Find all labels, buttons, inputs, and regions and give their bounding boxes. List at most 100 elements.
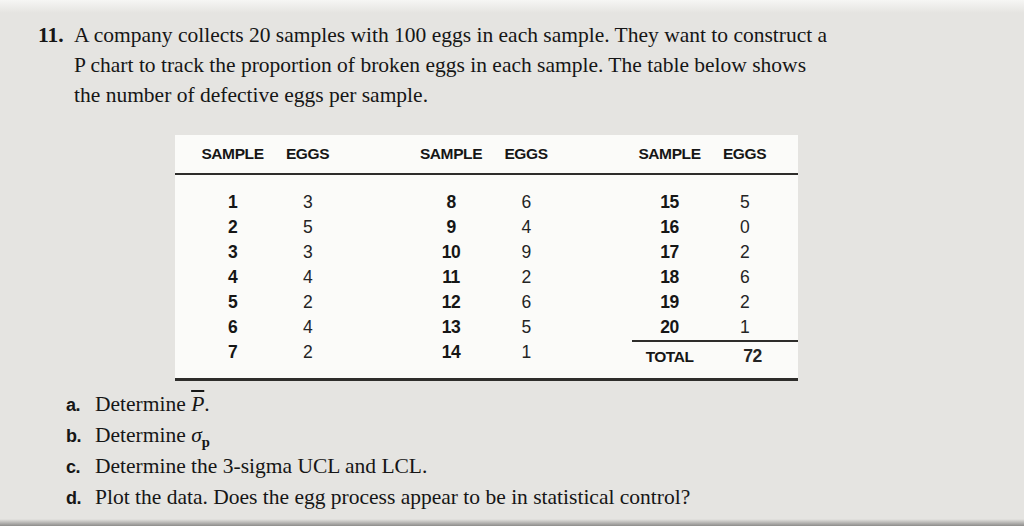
table-body: 1325334452647286941091121261351411551601… [175, 175, 798, 378]
table-row: 112 [414, 265, 564, 290]
question-item: d.Plot the data. Does the egg process ap… [66, 482, 690, 513]
problem-text: A company collects 20 samples with 100 e… [74, 20, 827, 110]
problem-text-line: A company collects 20 samples with 100 e… [74, 20, 827, 50]
sample-number-cell: 1 [195, 192, 270, 213]
table-column-group: 8694109112126135141 [414, 190, 564, 365]
header-group: SAMPLEEGGS [414, 145, 564, 163]
table-total-row: TOTAL72 [632, 340, 798, 371]
sample-number-cell: 2 [195, 217, 270, 238]
question-letter: b. [66, 421, 95, 451]
table-row: 13 [195, 190, 345, 215]
textbook-page: 11. A company collects 20 samples with 1… [0, 0, 1024, 526]
sample-number-cell: 5 [195, 292, 270, 313]
sample-number-cell: 6 [195, 317, 270, 338]
total-label-cell: TOTAL [632, 348, 707, 366]
table-row: 33 [195, 240, 345, 265]
defective-eggs-table: SAMPLEEGGSSAMPLEEGGSSAMPLEEGGS 132533445… [175, 135, 798, 381]
eggs-value-cell: 1 [707, 317, 782, 338]
sample-number-cell: 8 [414, 192, 489, 213]
eggs-value-cell: 6 [489, 192, 564, 213]
eggs-value-cell: 6 [489, 292, 564, 313]
eggs-value-cell: 3 [270, 242, 345, 263]
question-text: Determine the 3-sigma UCL and LCL. [95, 451, 427, 481]
sample-number-cell: 7 [195, 342, 270, 363]
p-bar-symbol: P [191, 392, 204, 416]
sample-number-cell: 16 [632, 217, 707, 238]
header-group: SAMPLEEGGS [195, 145, 345, 163]
col-header-sample: SAMPLE [414, 145, 489, 163]
sigma-symbol: σ [191, 423, 202, 447]
eggs-value-cell: 2 [270, 292, 345, 313]
table-row: 52 [195, 290, 345, 315]
sample-number-cell: 10 [414, 242, 489, 263]
table-row: 72 [195, 340, 345, 365]
page-top-edge [0, 0, 1024, 13]
sample-number-cell: 12 [414, 292, 489, 313]
table-row: 192 [632, 290, 782, 315]
col-header-eggs: EGGS [707, 145, 782, 163]
table-column-group: 155160172186192201TOTAL72 [632, 190, 782, 371]
eggs-value-cell: 0 [707, 217, 782, 238]
question-letter: d. [66, 483, 95, 513]
eggs-value-cell: 4 [270, 267, 345, 288]
eggs-value-cell: 4 [270, 317, 345, 338]
sample-number-cell: 19 [632, 292, 707, 313]
sample-number-cell: 18 [632, 267, 707, 288]
eggs-value-cell: 5 [707, 192, 782, 213]
eggs-value-cell: 2 [707, 242, 782, 263]
problem-text-line: the number of defective eggs per sample. [74, 80, 827, 110]
question-text: Determine P. [95, 389, 210, 419]
question-text: Plot the data. Does the egg process appe… [95, 482, 690, 512]
table-header-row: SAMPLEEGGSSAMPLEEGGSSAMPLEEGGS [175, 135, 798, 175]
table-row: 64 [195, 315, 345, 340]
eggs-value-cell: 6 [707, 267, 782, 288]
subscript: p [202, 434, 210, 450]
question-item: c.Determine the 3-sigma UCL and LCL. [66, 451, 690, 482]
table-row: 201 [632, 315, 782, 340]
eggs-value-cell: 2 [270, 342, 345, 363]
table-row: 172 [632, 240, 782, 265]
sample-number-cell: 20 [632, 317, 707, 338]
sample-number-cell: 15 [632, 192, 707, 213]
col-header-sample: SAMPLE [195, 145, 270, 163]
table-row: 94 [414, 215, 564, 240]
total-value-cell: 72 [707, 346, 798, 367]
question-list: a.Determine P.b.Determine σpc.Determine … [66, 389, 690, 513]
table-row: 86 [414, 190, 564, 215]
eggs-value-cell: 1 [489, 342, 564, 363]
sample-number-cell: 4 [195, 267, 270, 288]
eggs-value-cell: 2 [489, 267, 564, 288]
table-row: 135 [414, 315, 564, 340]
header-group: SAMPLEEGGS [632, 145, 782, 163]
problem-number: 11. [38, 20, 74, 110]
table-row: 160 [632, 215, 782, 240]
sample-number-cell: 14 [414, 342, 489, 363]
question-letter: a. [66, 390, 95, 420]
table-row: 25 [195, 215, 345, 240]
table-row: 141 [414, 340, 564, 365]
sample-number-cell: 13 [414, 317, 489, 338]
question-text: Determine σp [95, 420, 210, 450]
table-column-group: 13253344526472 [195, 190, 345, 365]
eggs-value-cell: 5 [270, 217, 345, 238]
sample-number-cell: 11 [414, 267, 489, 288]
sample-number-cell: 17 [632, 242, 707, 263]
eggs-value-cell: 3 [270, 192, 345, 213]
table-row: 109 [414, 240, 564, 265]
question-item: a.Determine P. [66, 389, 690, 420]
table-row: 186 [632, 265, 782, 290]
sample-number-cell: 3 [195, 242, 270, 263]
table-row: 155 [632, 190, 782, 215]
page-bottom-edge [0, 519, 1024, 526]
sample-number-cell: 9 [414, 217, 489, 238]
eggs-value-cell: 9 [489, 242, 564, 263]
problem-text-line: P chart to track the proportion of broke… [74, 50, 827, 80]
question-letter: c. [66, 452, 95, 482]
eggs-value-cell: 2 [707, 292, 782, 313]
col-header-sample: SAMPLE [632, 145, 707, 163]
table-row: 126 [414, 290, 564, 315]
col-header-eggs: EGGS [270, 145, 345, 163]
col-header-eggs: EGGS [489, 145, 564, 163]
eggs-value-cell: 4 [489, 217, 564, 238]
problem-statement: 11. A company collects 20 samples with 1… [38, 20, 827, 110]
